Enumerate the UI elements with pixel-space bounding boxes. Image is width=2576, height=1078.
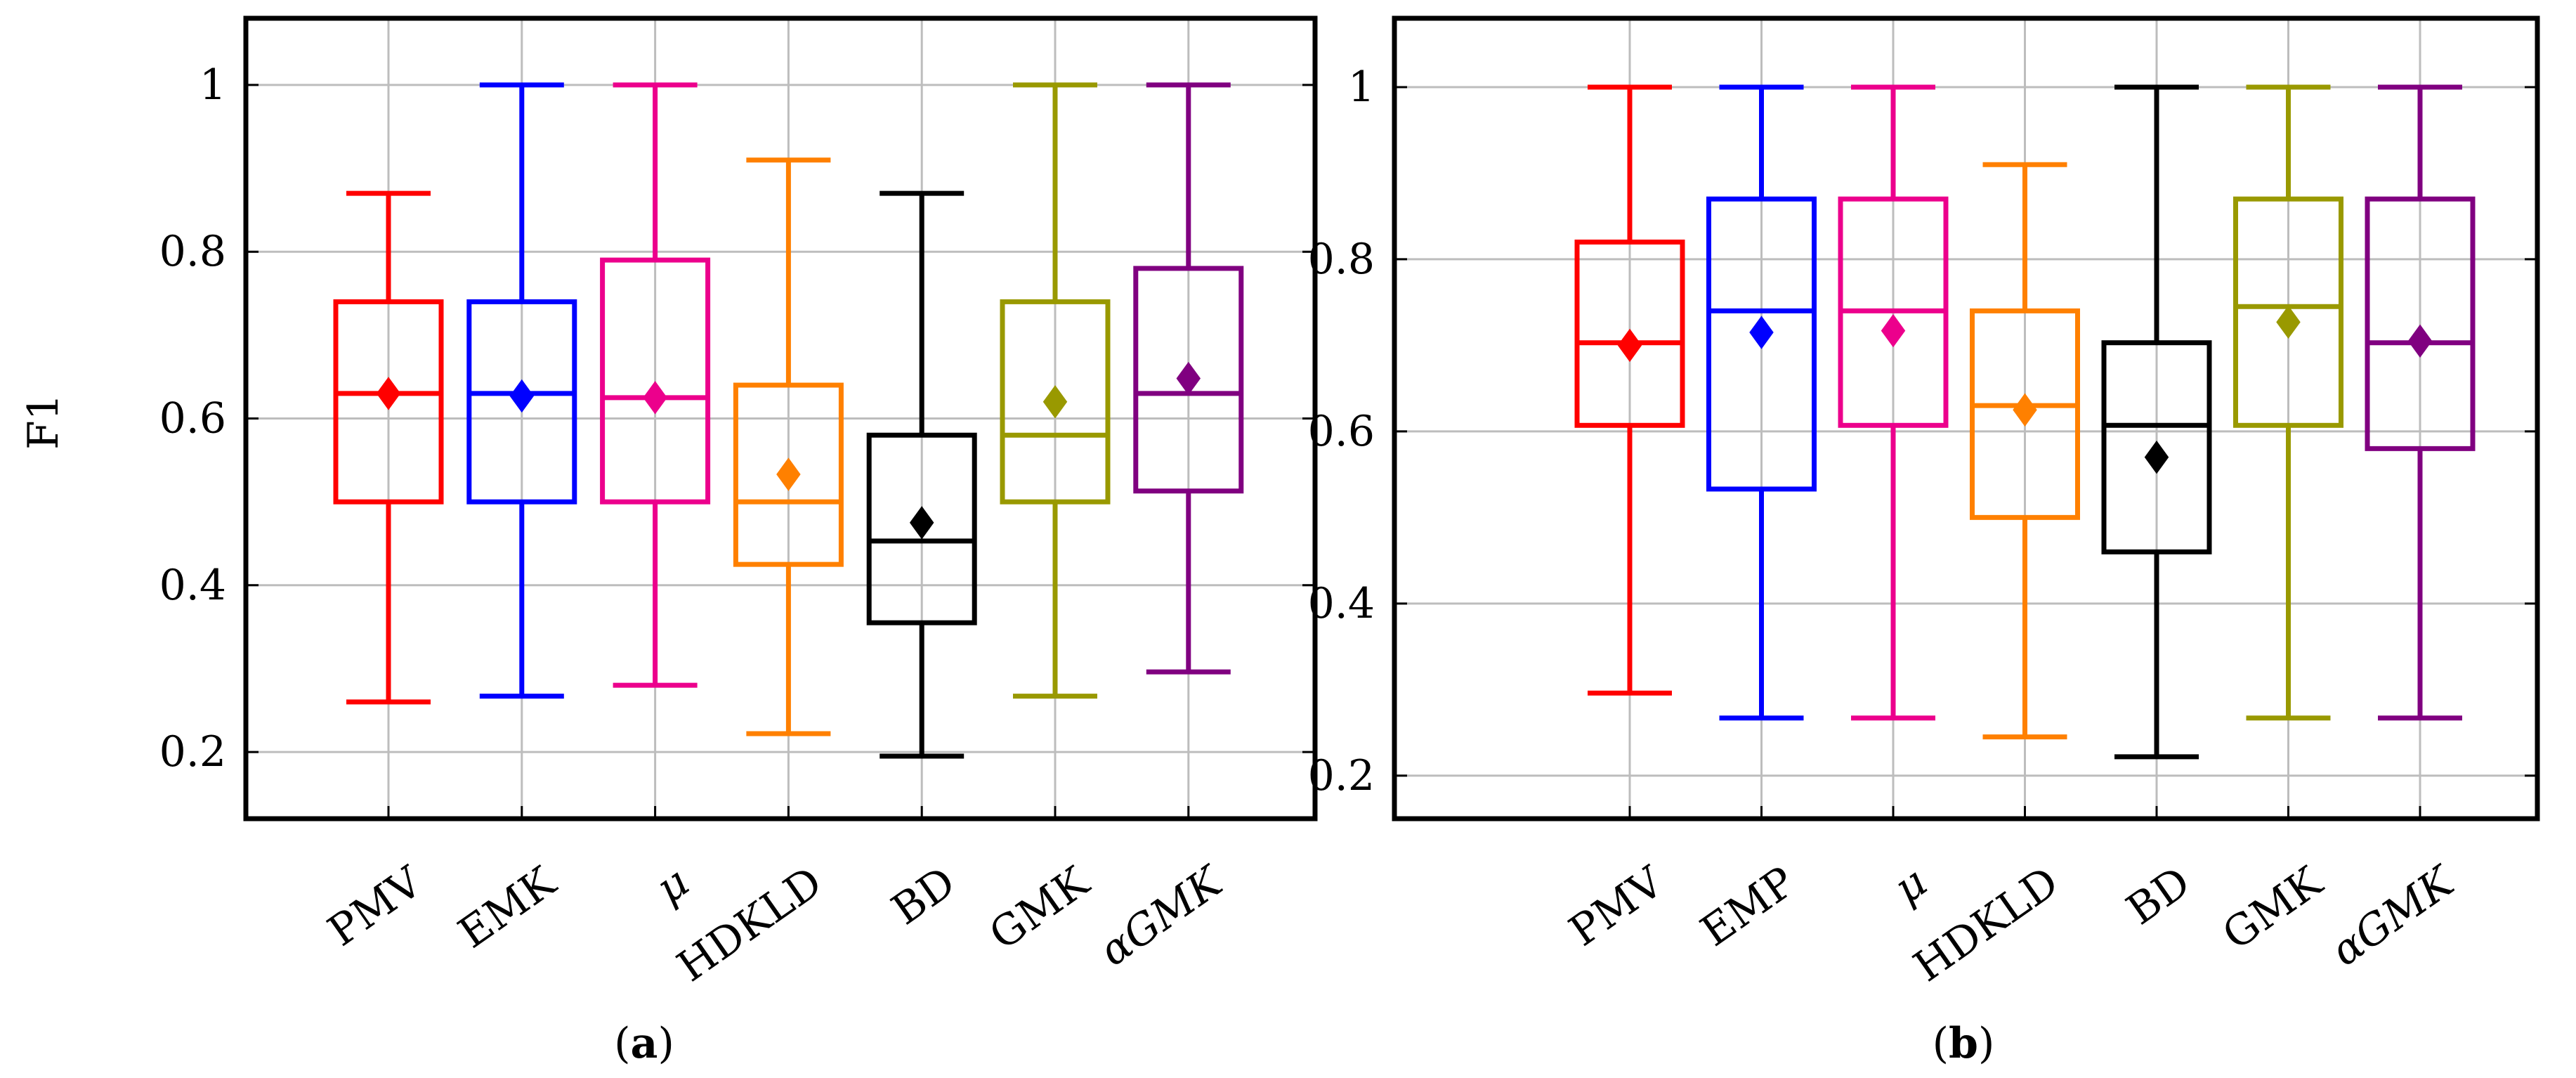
x-tick-label: HDKLD	[1905, 857, 2067, 992]
y-tick-label: 0.8	[159, 227, 226, 276]
x-tick-label: GMK	[2214, 857, 2332, 959]
y-tick-label: 0.2	[1308, 751, 1375, 800]
y-tick-label: 0.2	[159, 727, 226, 777]
caption-b: (b)	[1933, 1019, 1995, 1068]
box-EMP	[1706, 84, 1817, 721]
mean-marker	[1617, 328, 1642, 363]
box-αGMK	[1133, 82, 1244, 675]
plot-frame-a	[243, 15, 1318, 822]
boxes-b	[1574, 84, 2476, 760]
box-HDKLD	[733, 157, 844, 736]
y-tick-label: 1	[200, 60, 226, 110]
box-HDKLD	[1970, 162, 2080, 740]
y-tick-label: 0.6	[1308, 407, 1375, 456]
caption-a: (a)	[614, 1019, 674, 1068]
x-tick-label: GMK	[981, 857, 1098, 959]
box-iqr	[1706, 196, 1817, 492]
x-tick-label: αGMK	[1091, 856, 1233, 976]
mean-marker	[2276, 305, 2301, 339]
plot-frame-b	[1392, 15, 2540, 822]
box-iqr	[2101, 340, 2212, 554]
box-iqr	[2233, 196, 2343, 428]
mean-marker	[909, 506, 934, 540]
box-μ	[600, 82, 711, 688]
boxes-a	[333, 82, 1244, 759]
box-GMK	[2233, 84, 2343, 721]
box-BD	[2101, 84, 2212, 760]
box-PMV	[333, 190, 444, 705]
x-tick-label: EMK	[450, 857, 565, 958]
box-μ	[1838, 84, 1949, 721]
mean-marker	[509, 379, 535, 413]
y-axis-label: F1	[19, 394, 68, 450]
box-αGMK	[2365, 84, 2476, 721]
box-BD	[866, 190, 977, 759]
y-tick-label: 0.8	[1308, 235, 1375, 284]
y-tick-label: 0.6	[159, 394, 226, 443]
mean-marker	[1042, 385, 1068, 419]
x-tick-label: BD	[2118, 857, 2199, 935]
y-ticks-a: 0.2 0.4 0.6 0.8 1	[159, 60, 226, 777]
box-iqr	[1000, 299, 1111, 505]
x-tick-label: μ	[1885, 857, 1936, 914]
x-tick-label: HDKLD	[669, 857, 831, 992]
mean-marker	[376, 377, 401, 410]
box-iqr	[1970, 308, 2080, 520]
mean-marker	[2013, 393, 2037, 427]
mean-marker	[2144, 440, 2169, 474]
box-GMK	[1000, 82, 1111, 699]
y-tick-label: 0.4	[159, 561, 226, 610]
mean-marker	[1176, 361, 1201, 396]
mean-marker	[776, 457, 801, 491]
x-tick-label: EMP	[1692, 857, 1804, 956]
mean-marker	[1749, 316, 1774, 349]
box-EMK	[466, 82, 577, 699]
box-iqr	[2365, 196, 2476, 451]
box-iqr	[1574, 239, 1685, 428]
box-PMV	[1574, 84, 1685, 696]
box-iqr	[600, 257, 711, 505]
box-iqr	[866, 432, 977, 625]
x-tick-label: μ	[647, 857, 698, 914]
box-iqr	[466, 299, 577, 505]
x-tick-label: BD	[883, 857, 965, 935]
box-iqr	[1133, 266, 1244, 494]
grid-a	[246, 18, 1315, 819]
x-tick-label: αGMK	[2322, 856, 2464, 976]
x-tick-label: PMV	[320, 857, 432, 956]
x-tick-label: PMV	[1561, 857, 1673, 956]
y-tick-label: 0.4	[1308, 579, 1375, 628]
y-tick-label: 1	[1348, 63, 1375, 112]
mean-marker	[643, 381, 667, 415]
box-iqr	[333, 299, 444, 505]
box-iqr	[733, 382, 844, 567]
mean-marker	[2407, 324, 2433, 358]
mean-marker	[1881, 313, 1906, 348]
y-ticks-b: 0.2 0.4 0.6 0.8 1	[1308, 63, 1375, 800]
